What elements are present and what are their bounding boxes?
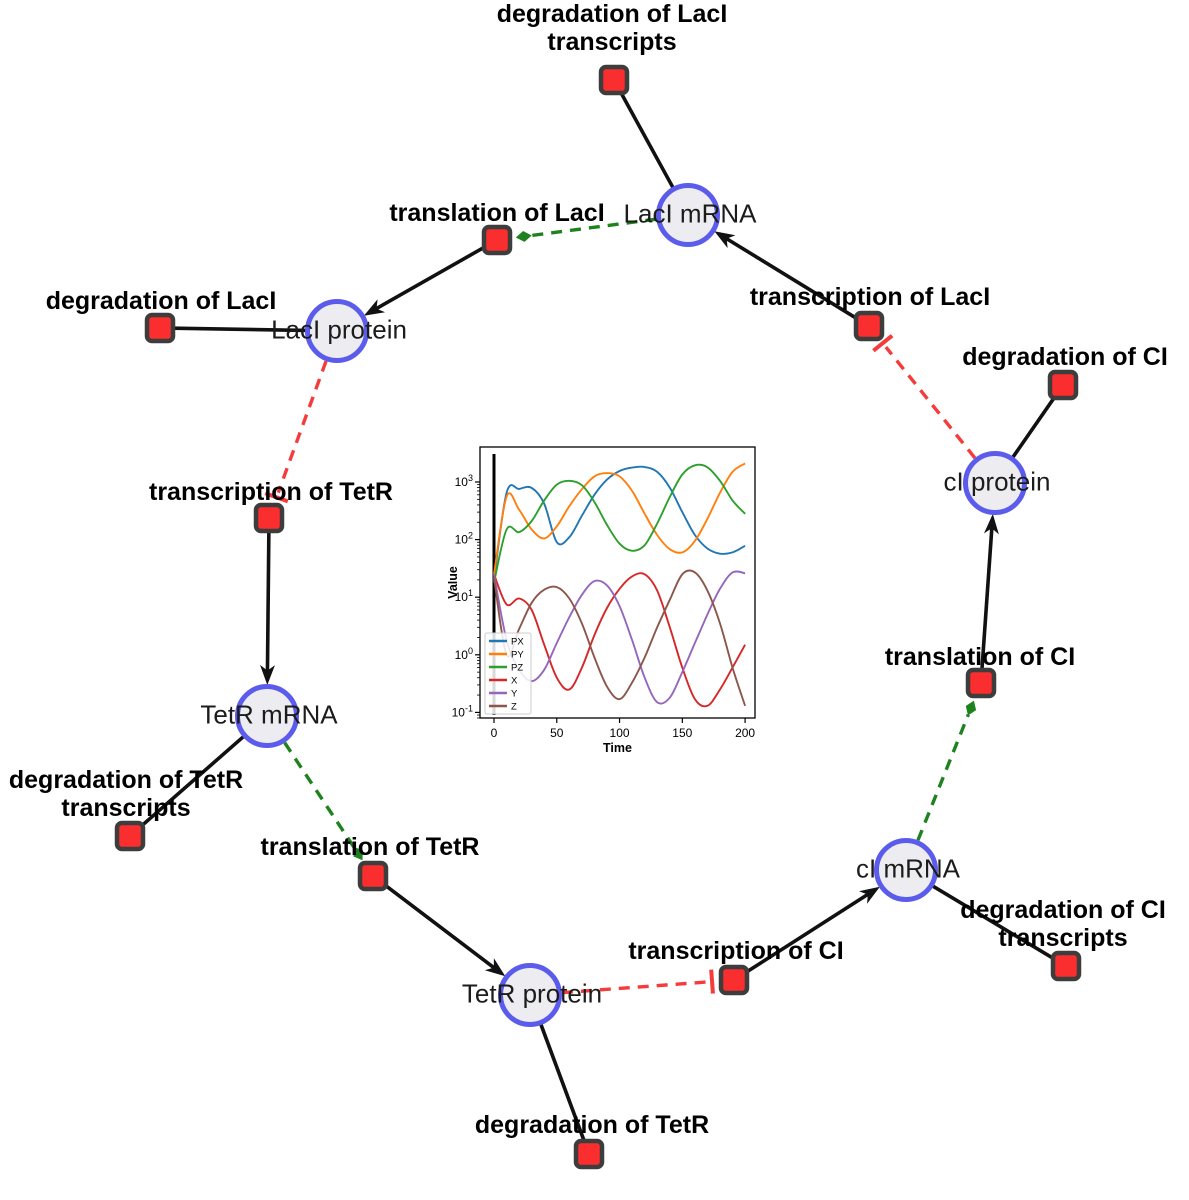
species-node-cI_mRNA[interactable] <box>874 838 938 902</box>
edge-inhibition-lacI_protein-to-transcription_tetR <box>264 360 328 504</box>
edge-inhibition-cI_protein-to-transcription_lacI <box>872 334 977 460</box>
modifier-arrowhead <box>965 700 977 716</box>
y-tick-label: 100 <box>455 646 473 662</box>
x-tick-label: 50 <box>550 726 564 740</box>
arrowhead <box>484 958 506 977</box>
edge-production-transcription_lacI-to-lacI_mRNA <box>714 231 859 321</box>
x-axis-title: Time <box>603 741 632 755</box>
edge-modifier-tetR_mRNA-to-translation_tetR <box>283 741 363 861</box>
legend-label-PZ: PZ <box>511 663 523 674</box>
arrowhead <box>260 664 275 685</box>
edge-production-translation_lacI-to-lacI_protein <box>363 245 486 316</box>
x-tick-label: 150 <box>672 726 692 740</box>
arrowhead <box>363 299 385 316</box>
reaction-node-deg_tetR[interactable] <box>573 1138 605 1170</box>
timecourse-chart-panel: 10-1 100 101 102 103 0 50 100 150 200 Time Value PX P… <box>446 436 770 768</box>
legend-label-Y: Y <box>511 689 518 700</box>
edge-consumption-lacI_protein-to-deg_lacI <box>172 326 307 333</box>
y-axis-title: Value <box>448 566 460 599</box>
series-line-Y <box>493 570 746 705</box>
reaction-node-translation_tetR[interactable] <box>357 860 389 892</box>
modifier-arrowhead <box>353 846 363 861</box>
series-line-PX <box>493 465 746 581</box>
arrowhead <box>859 886 880 904</box>
arrowhead <box>714 231 736 249</box>
x-tick-label: 0 <box>491 726 498 740</box>
y-tick-label: 102 <box>455 531 473 547</box>
reaction-node-deg_cI[interactable] <box>1047 369 1079 401</box>
species-node-lacI_mRNA[interactable] <box>656 183 720 247</box>
reaction-node-translation_lacI[interactable] <box>481 224 513 256</box>
x-tick-label: 200 <box>735 726 755 740</box>
inhibition-bar <box>264 491 289 504</box>
arrowhead <box>984 513 999 535</box>
series-line-X <box>493 572 746 708</box>
modifier-arrowhead <box>515 231 532 242</box>
edge-modifier-lacI_mRNA-to-translation_lacI <box>515 217 657 242</box>
legend-label-X: X <box>511 676 518 687</box>
edge-consumption-lacI_mRNA-to-deg_lacI_transcripts <box>618 90 675 189</box>
x-tick-label: 100 <box>610 726 630 740</box>
legend-label-PX: PX <box>511 637 524 648</box>
legend: PX PY PZ XYZ <box>484 632 532 715</box>
edge-production-translation_tetR-to-tetR_protein <box>383 883 506 977</box>
y-tick-label: 103 <box>455 473 473 489</box>
species-node-tetR_mRNA[interactable] <box>235 684 299 748</box>
reaction-node-transcription_lacI[interactable] <box>853 310 885 342</box>
edge-modifier-cI_mRNA-to-translation_cI <box>916 700 977 841</box>
edge-consumption-cI_protein-to-deg_cI <box>1011 394 1058 459</box>
species-node-lacI_protein[interactable] <box>305 299 369 363</box>
edge-production-translation_cI-to-cI_protein <box>980 513 999 670</box>
reaction-node-deg_cI_transcripts[interactable] <box>1050 950 1082 982</box>
edge-consumption-tetR_mRNA-to-deg_tetR_transcripts <box>138 735 245 829</box>
inhibition-bar <box>709 969 715 994</box>
reaction-node-deg_lacI_transcripts[interactable] <box>598 64 630 96</box>
series-line-Z <box>493 569 747 707</box>
species-node-tetR_protein[interactable] <box>498 963 562 1027</box>
edge-consumption-cI_mRNA-to-deg_cI_transcripts <box>931 884 1056 961</box>
reaction-node-deg_tetR_transcripts[interactable] <box>114 820 146 852</box>
species-node-cI_protein[interactable] <box>963 451 1027 515</box>
legend-label-Z: Z <box>511 702 517 713</box>
series-line-PY <box>493 462 746 575</box>
y-tick-label: 101 <box>455 588 473 604</box>
legend-label-PY: PY <box>511 650 524 661</box>
reaction-node-transcription_tetR[interactable] <box>253 502 285 534</box>
reaction-node-deg_lacI[interactable] <box>144 312 176 344</box>
series-line-PZ <box>493 463 746 583</box>
edge-production-transcription_cI-to-cI_mRNA <box>744 886 880 974</box>
reaction-node-translation_cI[interactable] <box>965 667 997 699</box>
y-tick-label: 10-1 <box>452 703 473 719</box>
edge-inhibition-tetR_protein-to-transcription_cI <box>561 969 715 995</box>
edge-production-transcription_tetR-to-tetR_mRNA <box>260 531 275 685</box>
inhibition-bar <box>872 334 894 353</box>
edge-consumption-tetR_protein-to-deg_tetR <box>539 1023 587 1143</box>
reaction-node-transcription_cI[interactable] <box>718 964 750 996</box>
